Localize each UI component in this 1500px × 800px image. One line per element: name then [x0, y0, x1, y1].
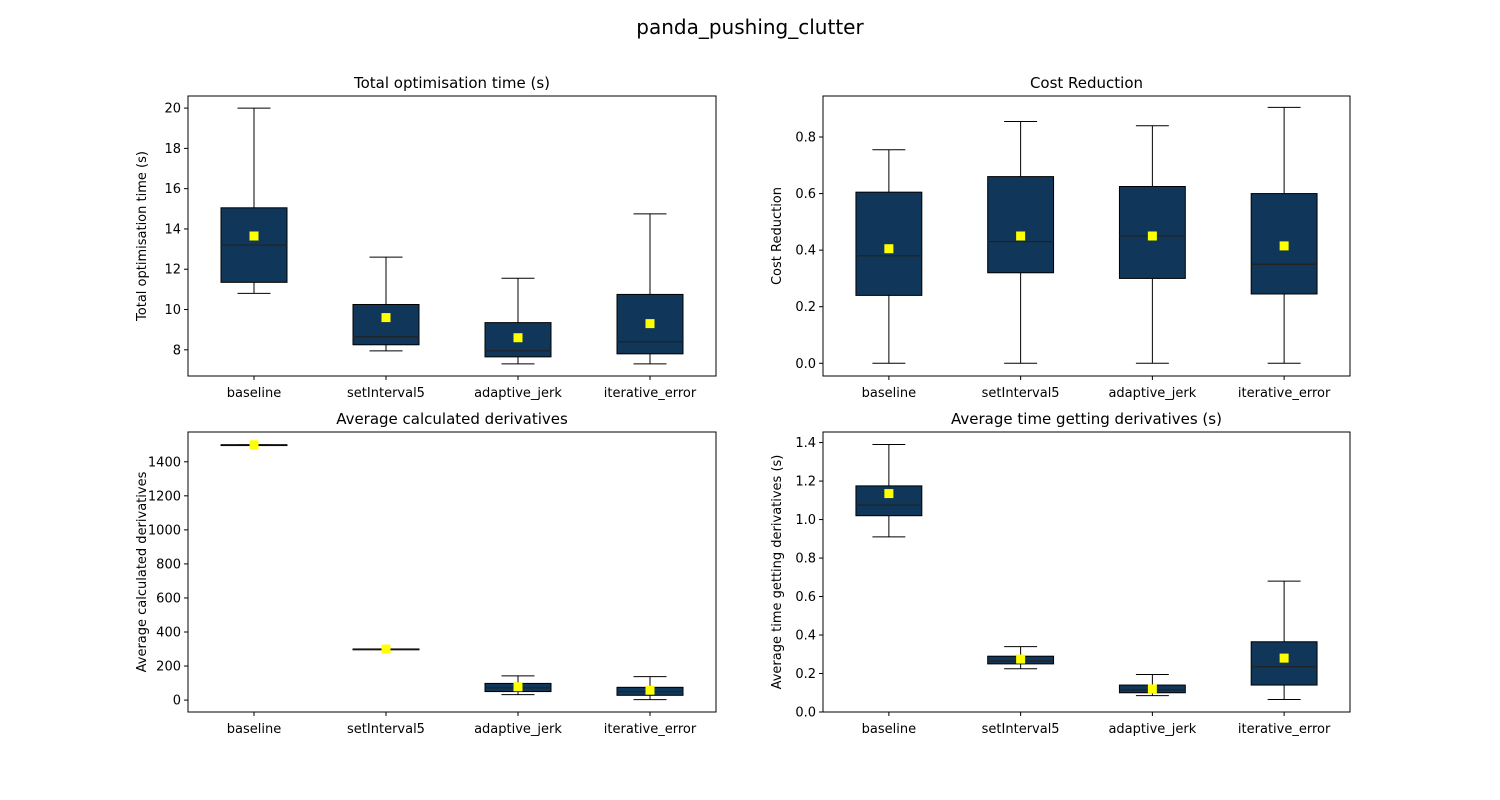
mean-marker — [1147, 231, 1157, 241]
chart-panel-2: Cost Reduction Cost Reduction 0.0 0.2 0.4 0.6… — [770, 74, 1351, 401]
y-tick-label: 400 — [156, 626, 181, 641]
plot-frame — [822, 95, 1351, 377]
y-tick-label: 0 — [173, 694, 181, 709]
plot-frame — [187, 95, 717, 377]
x-tick-label: iterative_error — [604, 386, 697, 401]
x-tick-label: iterative_error — [1238, 722, 1331, 737]
chart-panel-4: Average time getting derivatives (s) Aver… — [770, 410, 1351, 737]
figure-title: panda_pushing_clutter — [636, 15, 864, 39]
panels: Total optimisation time (s) Total optimis… — [135, 74, 1351, 737]
box-adaptive_jerk — [1118, 673, 1186, 697]
y-tick-label: 0.4 — [795, 629, 816, 644]
chart-panel-1: Total optimisation time (s) Total optimis… — [135, 74, 717, 401]
box-adaptive_jerk — [484, 675, 552, 696]
x-tick-label: iterative_error — [604, 722, 697, 737]
y-tick-label: 1.2 — [795, 475, 816, 490]
x-tick-label: baseline — [862, 722, 916, 737]
mean-marker — [513, 682, 523, 692]
y-tick-label: 0.2 — [795, 667, 816, 682]
iqr-box — [855, 191, 923, 296]
mean-marker — [884, 489, 894, 499]
mean-marker — [381, 644, 391, 654]
x-tick-label: adaptive_jerk — [474, 722, 562, 737]
y-tick-label: 1200 — [148, 489, 181, 504]
box-setInterval5 — [352, 256, 420, 352]
y-tick-label: 0.6 — [795, 590, 816, 605]
x-tick-label: adaptive_jerk — [1108, 722, 1196, 737]
y-tick-label: 200 — [156, 660, 181, 675]
panel-title: Total optimisation time (s) — [353, 74, 550, 92]
y-tick-label: 0.0 — [795, 706, 816, 721]
y-tick-label: 14 — [164, 222, 181, 237]
y-tick-label: 8 — [173, 343, 181, 358]
mean-marker — [513, 333, 523, 343]
y-tick-label: 0.8 — [795, 131, 816, 146]
y-axis-label: Average calculated derivatives — [135, 471, 150, 672]
box-baseline — [220, 107, 288, 294]
mean-marker — [249, 440, 259, 450]
plot-frame — [187, 431, 717, 713]
box-iterative_error — [616, 213, 684, 365]
y-axis-label: Total optimisation time (s) — [135, 151, 150, 322]
mean-marker — [1279, 653, 1289, 663]
y-tick-label: 18 — [164, 142, 181, 157]
y-tick-label: 800 — [156, 557, 181, 572]
y-tick-label: 16 — [164, 182, 181, 197]
box-iterative_error — [1250, 580, 1318, 700]
box-iterative_error — [616, 676, 684, 701]
mean-marker — [249, 231, 259, 241]
y-axis-label: Cost Reduction — [770, 187, 785, 285]
iqr-box — [987, 176, 1055, 274]
y-tick-label: 1.4 — [795, 436, 816, 451]
y-tick-label: 12 — [164, 263, 181, 278]
y-axis-label: Average time getting derivatives (s) — [770, 455, 785, 690]
x-tick-label: adaptive_jerk — [474, 386, 562, 401]
x-tick-label: setInterval5 — [347, 386, 425, 401]
iqr-box — [1250, 641, 1318, 686]
box-adaptive_jerk — [1118, 125, 1186, 364]
mean-marker — [1016, 654, 1026, 664]
x-tick-label: setInterval5 — [982, 386, 1060, 401]
box-setInterval5 — [352, 644, 420, 654]
box-baseline — [855, 149, 923, 364]
y-tick-label: 0.2 — [795, 300, 816, 315]
y-tick-label: 600 — [156, 591, 181, 606]
y-tick-label: 10 — [164, 303, 181, 318]
panel-title: Average calculated derivatives — [336, 410, 568, 428]
y-tick-label: 1000 — [148, 523, 181, 538]
box-setInterval5 — [987, 646, 1055, 670]
panel-title: Cost Reduction — [1030, 74, 1143, 92]
y-tick-label: 0.8 — [795, 552, 816, 567]
box-setInterval5 — [987, 120, 1055, 364]
y-tick-label: 0.6 — [795, 187, 816, 202]
mean-marker — [645, 319, 655, 329]
mean-marker — [1016, 231, 1026, 241]
x-tick-label: adaptive_jerk — [1108, 386, 1196, 401]
y-tick-label: 1400 — [148, 455, 181, 470]
y-tick-label: 20 — [164, 102, 181, 117]
box-baseline — [220, 440, 288, 450]
box-iterative_error — [1250, 106, 1318, 364]
mean-marker — [1279, 241, 1289, 251]
x-tick-label: setInterval5 — [982, 722, 1060, 737]
y-tick-label: 0.0 — [795, 357, 816, 372]
x-tick-label: baseline — [227, 722, 281, 737]
y-tick-label: 1.0 — [795, 513, 816, 528]
x-tick-label: baseline — [227, 386, 281, 401]
x-tick-label: baseline — [862, 386, 916, 401]
mean-marker — [381, 313, 391, 323]
iqr-box — [352, 303, 420, 346]
x-tick-label: setInterval5 — [347, 722, 425, 737]
mean-marker — [1147, 684, 1157, 694]
mean-marker — [884, 244, 894, 254]
box-adaptive_jerk — [484, 277, 552, 365]
mean-marker — [645, 685, 655, 695]
plot-frame — [822, 431, 1351, 713]
chart-panel-3: Average calculated derivatives Average ca… — [135, 410, 717, 737]
x-tick-label: iterative_error — [1238, 386, 1331, 401]
panel-title: Average time getting derivatives (s) — [951, 410, 1222, 428]
y-tick-label: 0.4 — [795, 244, 816, 259]
box-baseline — [855, 444, 923, 538]
